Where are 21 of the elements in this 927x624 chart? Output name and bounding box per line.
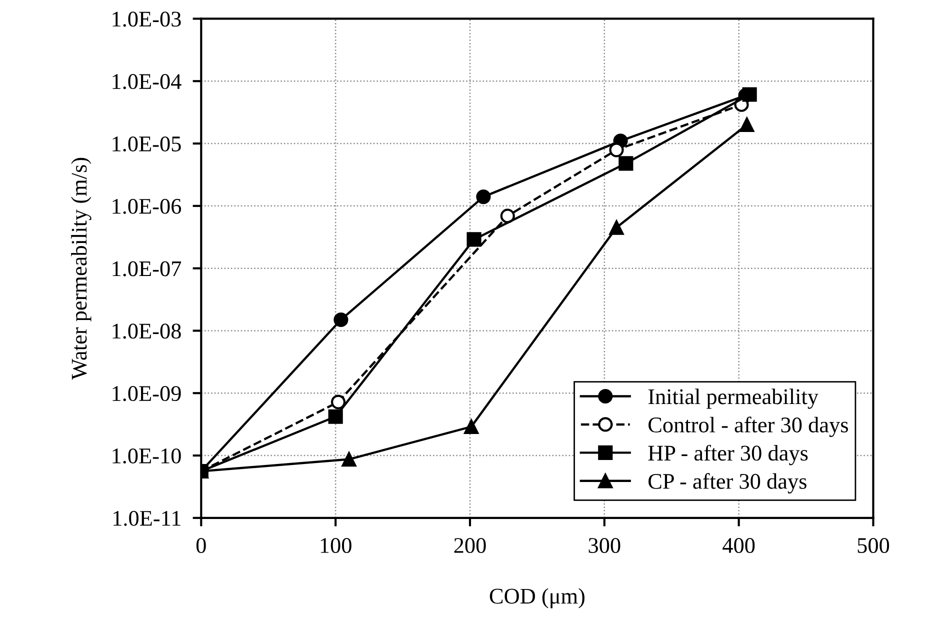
legend-label: CP - after 30 days <box>648 473 806 494</box>
y-tick-label: 1.0E-07 <box>112 261 182 276</box>
y-tick-label: 1.0E-06 <box>112 198 182 214</box>
y-tick-label: 1.0E-10 <box>112 448 181 464</box>
x-tick-label: 0 <box>196 538 206 554</box>
y-tick-label: 1.0E-09 <box>112 386 181 402</box>
y-tick-label: 1.0E-11 <box>114 510 180 526</box>
x-tick-label: 500 <box>858 538 890 554</box>
y-tick-label: 1.0E-04 <box>112 74 182 90</box>
legend-label: Initial permeability <box>648 388 818 409</box>
y-tick-label: 1.0E-08 <box>112 324 181 339</box>
y-axis-title: Water permeability (m/s) <box>71 158 92 380</box>
legend-label: HP - after 30 days <box>648 444 808 466</box>
y-tick-label: 1.0E-03 <box>112 12 181 27</box>
x-axis-title: COD (μm) <box>490 588 584 608</box>
x-tick-label: 200 <box>454 538 486 554</box>
x-tick-label: 300 <box>588 538 620 554</box>
legend-label: Control - after 30 days <box>648 416 848 438</box>
x-tick-label: 400 <box>722 538 755 554</box>
x-tick-label: 100 <box>320 538 352 554</box>
y-tick-label: 1.0E-05 <box>112 136 181 152</box>
